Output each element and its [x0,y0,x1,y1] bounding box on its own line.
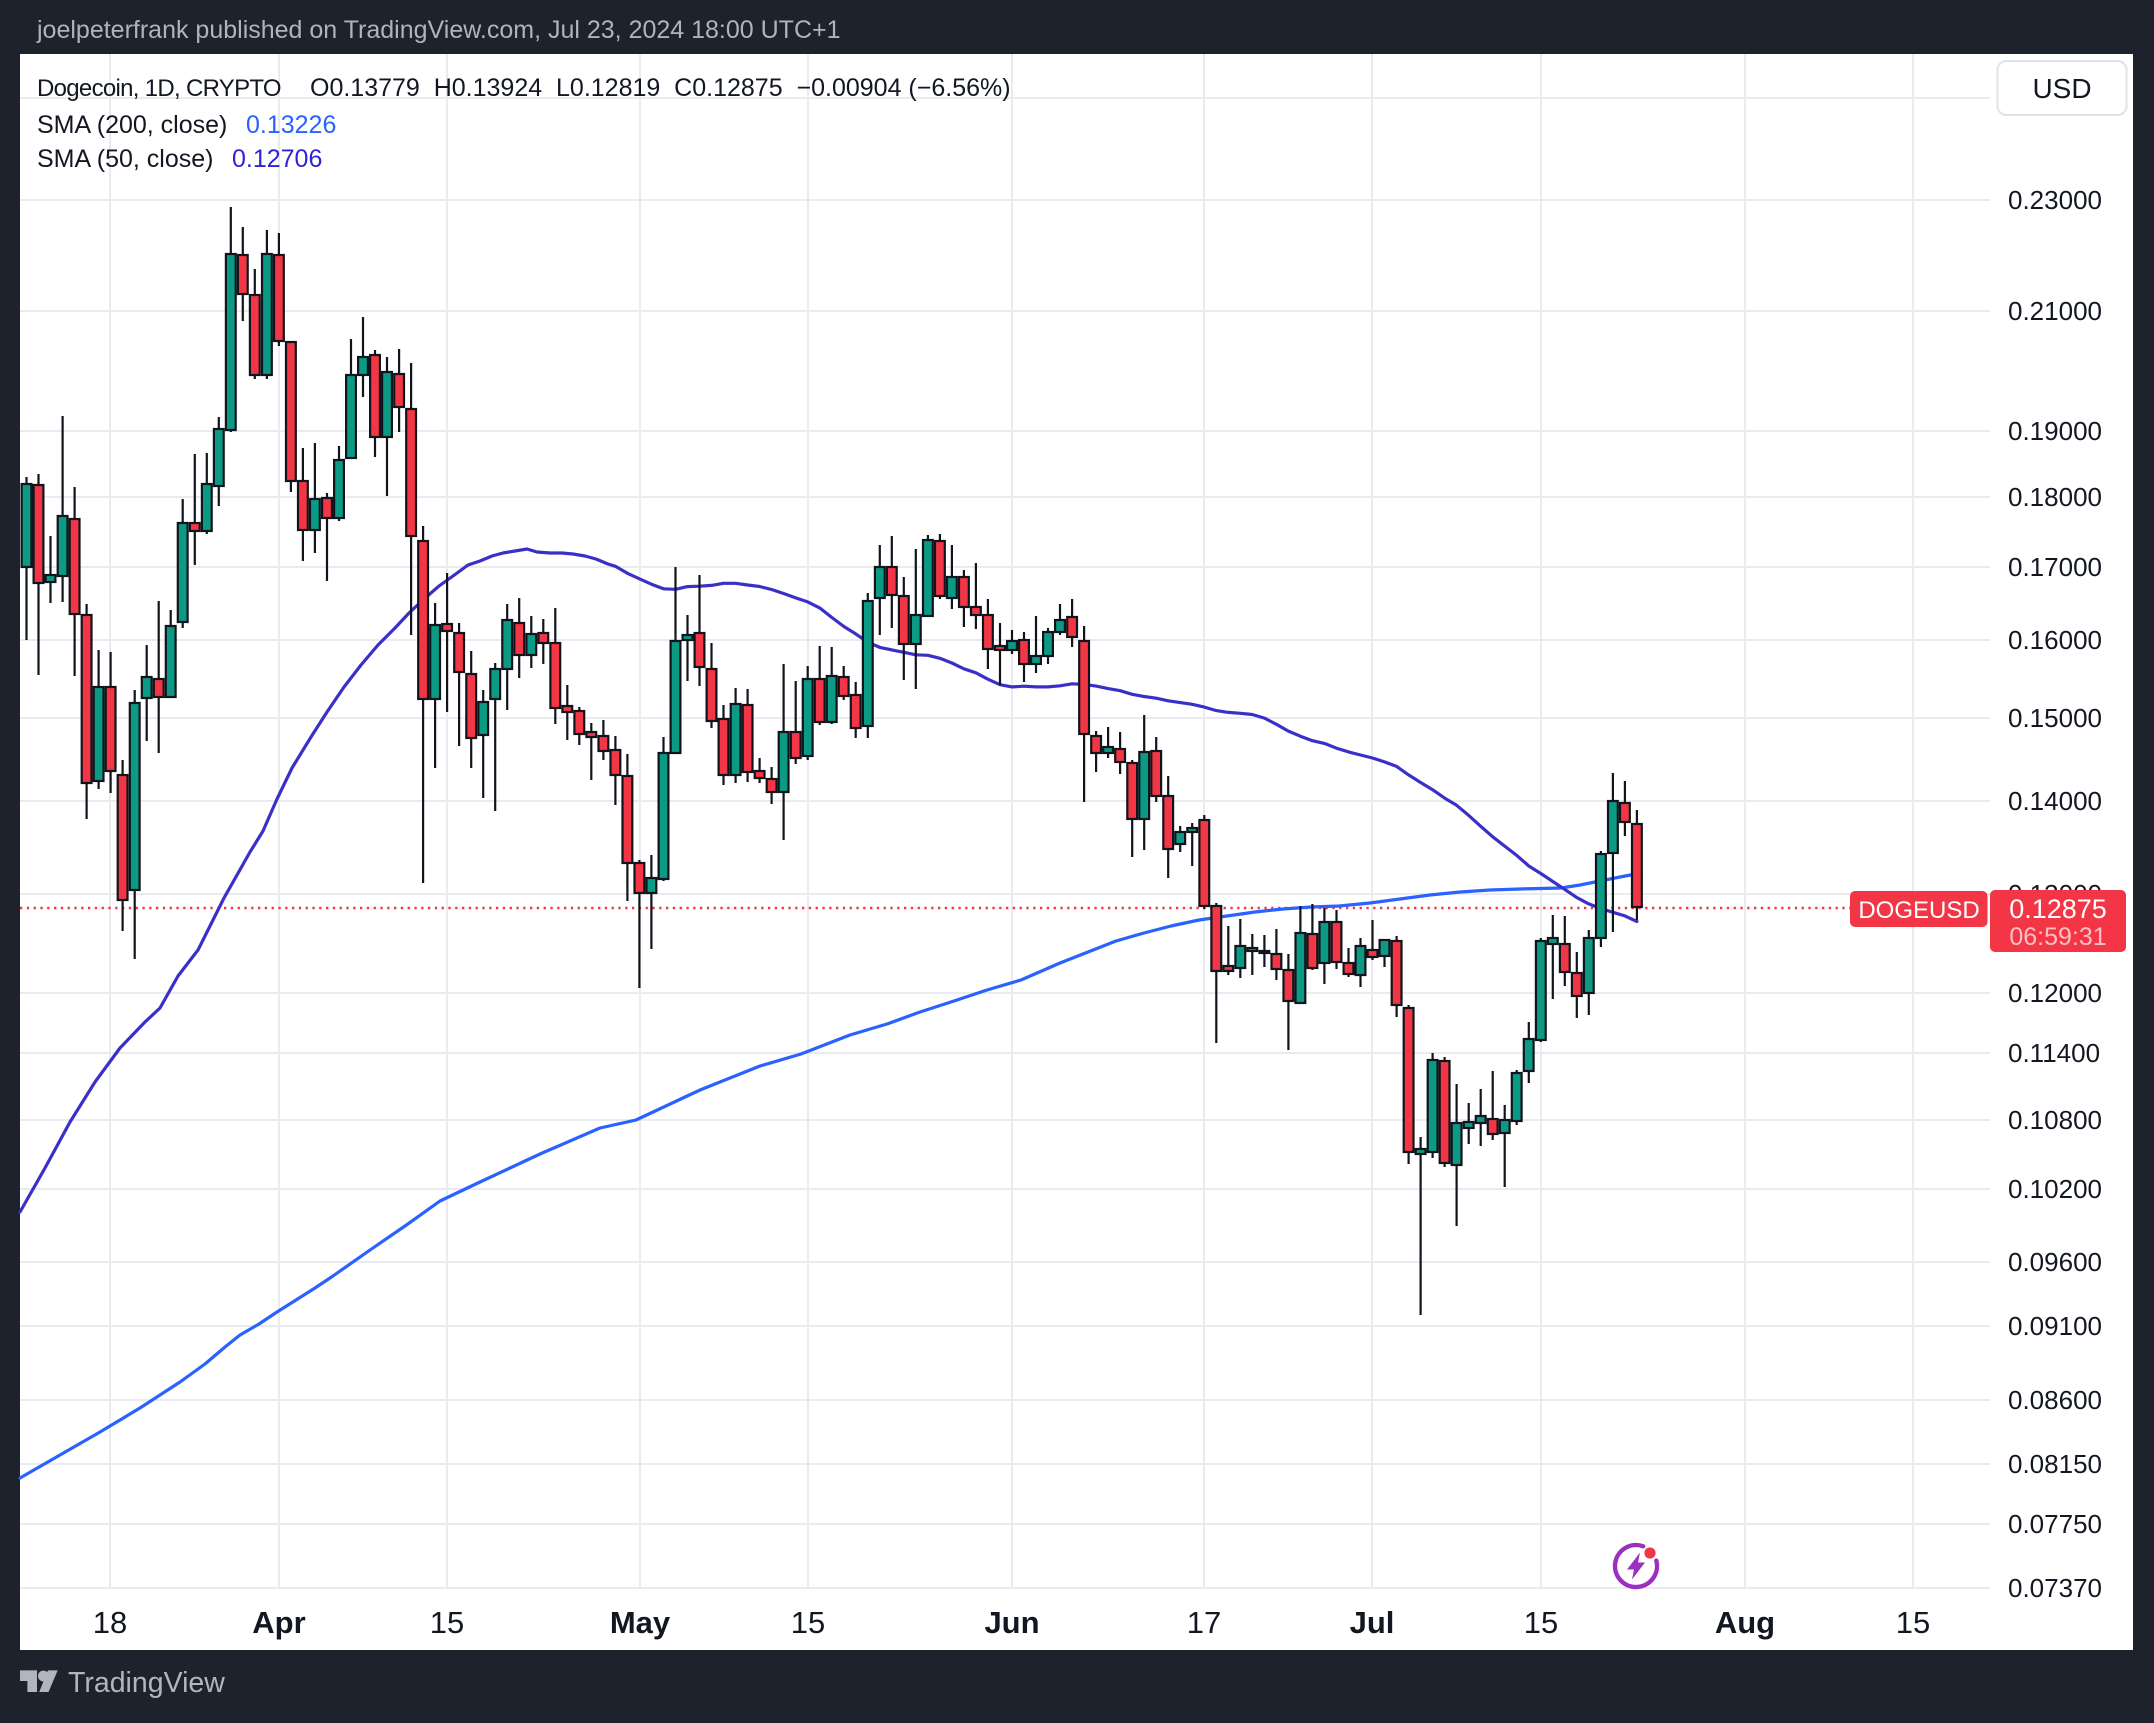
svg-text:May: May [610,1605,671,1640]
svg-text:0.10800: 0.10800 [2008,1105,2102,1135]
svg-text:0.18000: 0.18000 [2008,482,2102,512]
svg-text:0.14000: 0.14000 [2008,786,2102,816]
svg-text:0.07750: 0.07750 [2008,1509,2102,1539]
svg-text:0.12706: 0.12706 [232,145,322,173]
svg-text:0.12875: 0.12875 [2009,894,2107,924]
svg-text:15: 15 [791,1605,825,1640]
svg-text:0.08150: 0.08150 [2008,1449,2102,1479]
svg-text:O0.13779 H0.13924 L0.12819: O0.13779 H0.13924 L0.12819 C0.12875 −0.0… [310,74,1011,102]
svg-text:Aug: Aug [1715,1605,1775,1640]
svg-text:0.12000: 0.12000 [2008,978,2102,1008]
svg-text:0.08600: 0.08600 [2008,1385,2102,1415]
svg-text:15: 15 [1524,1605,1558,1640]
svg-text:0.13226: 0.13226 [246,111,336,139]
svg-text:17: 17 [1187,1605,1221,1640]
svg-text:Jul: Jul [1350,1605,1395,1640]
svg-text:Dogecoin, 1D, CRYPTO: Dogecoin, 1D, CRYPTO [37,75,281,102]
svg-text:joelpeterfrank published on Tr: joelpeterfrank published on TradingView.… [36,16,841,44]
svg-text:Apr: Apr [252,1605,305,1640]
svg-text:0.09100: 0.09100 [2008,1311,2102,1341]
svg-text:SMA (50, close): SMA (50, close) [37,145,213,173]
svg-text:SMA (200, close): SMA (200, close) [37,111,227,139]
svg-text:0.17000: 0.17000 [2008,552,2102,582]
svg-text:0.19000: 0.19000 [2008,416,2102,446]
svg-text:0.15000: 0.15000 [2008,703,2102,733]
svg-text:06:59:31: 06:59:31 [2009,923,2106,951]
svg-text:USD: USD [2032,73,2091,104]
svg-text:0.10200: 0.10200 [2008,1174,2102,1204]
svg-text:0.21000: 0.21000 [2008,296,2102,326]
svg-text:0.16000: 0.16000 [2008,625,2102,655]
svg-text:15: 15 [1896,1605,1930,1640]
svg-text:0.11400: 0.11400 [2008,1038,2100,1068]
svg-text:DOGEUSD: DOGEUSD [1858,897,1979,924]
svg-text:18: 18 [93,1605,127,1640]
svg-text:0.09600: 0.09600 [2008,1247,2102,1277]
svg-text:15: 15 [430,1605,464,1640]
svg-text:0.07370: 0.07370 [2008,1573,2102,1603]
svg-text:0.23000: 0.23000 [2008,185,2102,215]
svg-text:Jun: Jun [984,1605,1039,1640]
svg-text:TradingView: TradingView [68,1667,225,1699]
